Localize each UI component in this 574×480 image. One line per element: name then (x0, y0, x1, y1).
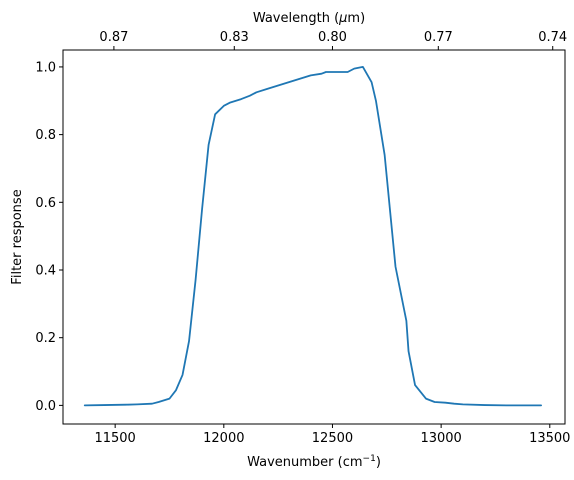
x-tick-label: 13500 (529, 431, 570, 446)
top-x-tick-label: 0.83 (220, 30, 249, 45)
top-x-axis-label: Wavelength (μm) (253, 11, 365, 26)
y-axis-label: Filter response (10, 189, 25, 284)
plot-frame (62, 49, 566, 425)
x-tick-label: 12000 (203, 431, 244, 446)
filter-response-line (83, 66, 542, 407)
y-tick-label: 0.2 (35, 331, 56, 346)
y-tick-label: 1.0 (35, 60, 56, 75)
top-x-tick-label: 0.77 (424, 30, 453, 45)
y-tick-label: 0.8 (35, 128, 56, 143)
top-x-tick-label: 0.87 (99, 30, 128, 45)
x-axis-label: Wavenumber (cm−1) (247, 454, 381, 470)
top-x-tick-label: 0.80 (318, 30, 347, 45)
x-tick-label: 12500 (312, 431, 353, 446)
y-tick-label: 0.6 (35, 196, 56, 211)
x-tick-label: 13000 (420, 431, 461, 446)
y-tick-label: 0.4 (35, 264, 56, 279)
top-x-tick-label: 0.74 (538, 30, 567, 45)
y-tick-label: 0.0 (35, 399, 56, 414)
x-tick-label: 11500 (94, 431, 135, 446)
